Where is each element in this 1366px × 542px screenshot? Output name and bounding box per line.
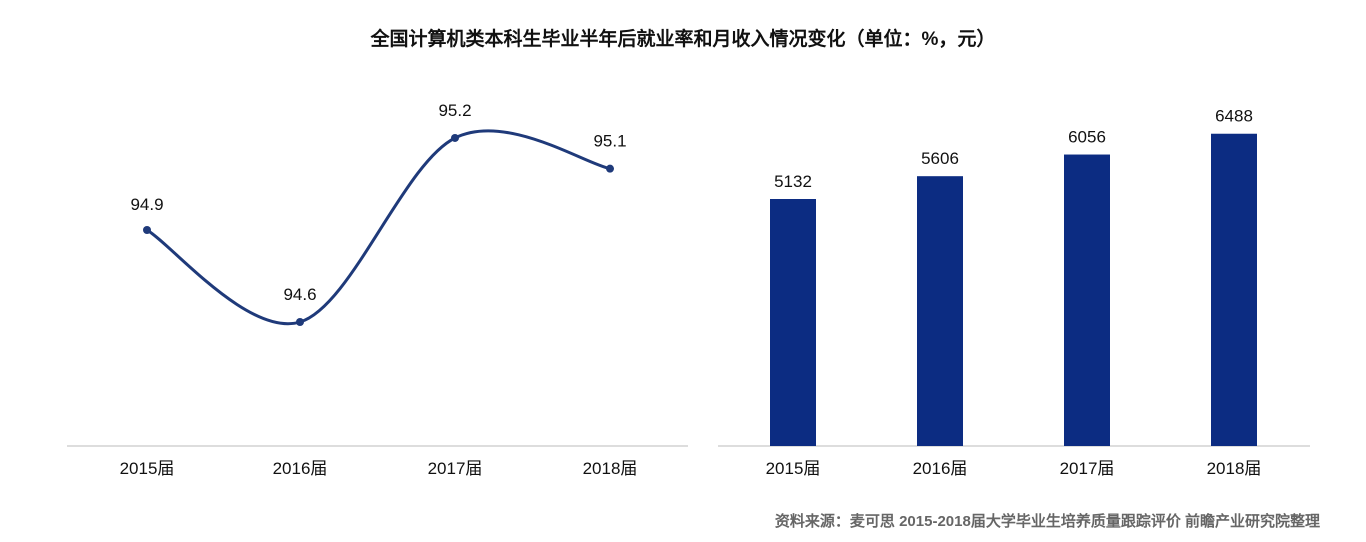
bar-data-label: 6488: [1215, 107, 1253, 126]
x-tick-label-left: 2015届: [120, 459, 175, 478]
chart-title: 全国计算机类本科生毕业半年后就业率和月收入情况变化（单位：%，元）: [370, 29, 996, 50]
line-point: [296, 318, 304, 326]
x-tick-label-right: 2015届: [766, 459, 821, 478]
line-data-label: 95.2: [438, 101, 471, 120]
line-data-label: 94.9: [130, 195, 163, 214]
x-tick-label-right: 2017届: [1060, 459, 1115, 478]
line-series: [146, 129, 611, 326]
bar-data-label: 5606: [921, 149, 959, 168]
x-tick-label-left: 2016届: [273, 459, 328, 478]
bar-data-label: 5132: [774, 172, 812, 191]
bar-data-label: 6056: [1068, 128, 1106, 147]
line-point: [606, 164, 614, 173]
x-tick-label-right: 2018届: [1207, 459, 1262, 478]
x-tick-label-left: 2018届: [583, 459, 638, 478]
line-data-label: 94.6: [283, 285, 316, 304]
bar: [1064, 154, 1110, 446]
x-tick-label-left: 2017届: [428, 459, 483, 478]
bar: [917, 176, 963, 446]
x-tick-label-right: 2016届: [913, 459, 968, 478]
line-data-label: 95.1: [593, 132, 626, 151]
bar: [770, 199, 816, 446]
source-note: 资料来源：麦可思 2015-2018届大学毕业生培养质量跟踪评价 前瞻产业研究院…: [774, 513, 1320, 530]
bar: [1211, 133, 1257, 446]
line-point: [143, 225, 151, 234]
line-point: [451, 133, 459, 142]
